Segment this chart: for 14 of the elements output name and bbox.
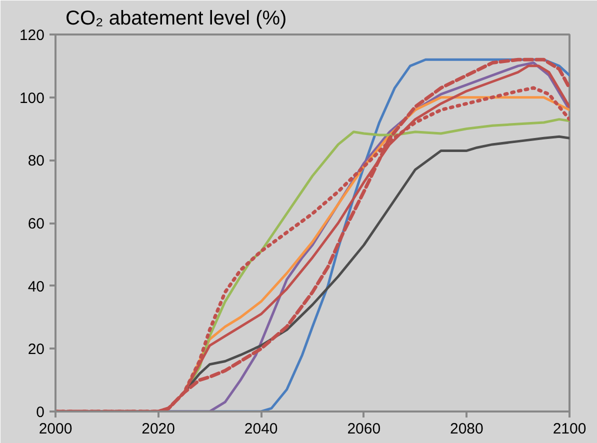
y-tick-label: 40 [28,278,45,296]
x-tick-label: 2020 [142,420,175,438]
y-tick-label: 120 [19,27,45,44]
y-tick-label: 60 [28,216,45,232]
y-tick-label: 20 [28,341,45,358]
x-tick-label: 2080 [450,420,484,438]
y-tick-label: 100 [19,90,45,107]
x-tick-label: 2040 [244,420,278,438]
x-tick-label: 2000 [38,420,72,438]
y-tick-label: 80 [28,152,45,170]
x-tick-label: 2060 [347,420,381,438]
y-tick-label: 0 [36,404,44,421]
x-tick-label: 2100 [552,420,586,438]
chart-title: CO₂ abatement level (%) [66,8,287,30]
